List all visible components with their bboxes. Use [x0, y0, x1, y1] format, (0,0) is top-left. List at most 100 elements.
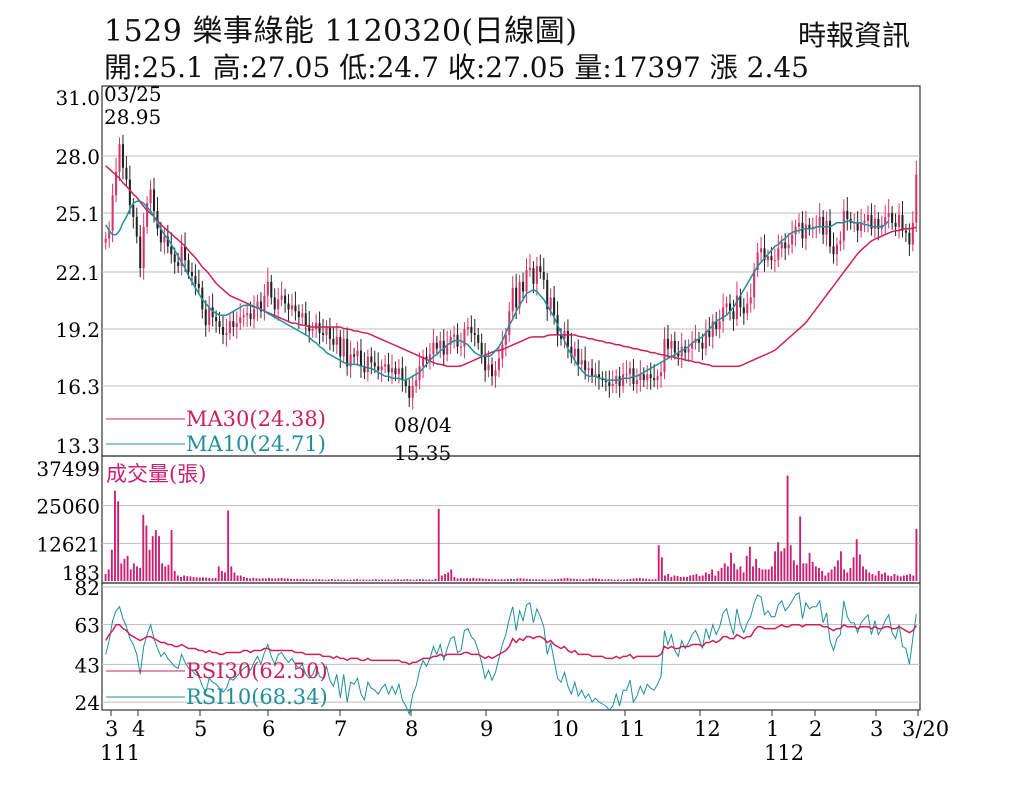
- volume-bar: [208, 577, 211, 581]
- volume-bar: [497, 579, 500, 581]
- ma10-line: [105, 200, 890, 381]
- volume-bar: [123, 558, 126, 581]
- candle-body: [449, 336, 452, 345]
- volume-bar: [774, 551, 776, 581]
- candle-body: [584, 360, 587, 371]
- volume-bars: [104, 475, 918, 581]
- candle-body: [515, 287, 518, 308]
- candle-body: [370, 356, 373, 363]
- candle-body: [446, 344, 449, 355]
- candle-body: [915, 174, 918, 223]
- candle-body: [660, 372, 663, 377]
- volume-bar: [192, 577, 195, 581]
- candle-body: [856, 222, 859, 231]
- candle-body: [428, 354, 431, 361]
- volume-bar: [220, 570, 223, 581]
- candle-body: [366, 356, 369, 373]
- volume-bar: [767, 569, 770, 581]
- price-y-tick-label: 19.2: [55, 318, 100, 342]
- volume-bar: [214, 577, 217, 581]
- candle-body: [863, 220, 866, 223]
- candle-body: [415, 380, 418, 387]
- volume-bar: [145, 525, 148, 581]
- volume-bar: [651, 579, 654, 581]
- high-value-annotation: 28.95: [104, 105, 161, 129]
- volume-bar: [283, 578, 286, 581]
- volume-bar: [541, 579, 544, 581]
- volume-bar: [566, 577, 569, 581]
- volume-bar: [752, 566, 754, 581]
- volume-bar: [796, 564, 798, 581]
- candle-body: [304, 313, 307, 326]
- volume-bar: [393, 579, 396, 581]
- candle-body: [273, 297, 276, 310]
- candle-body: [549, 297, 552, 310]
- volume-bar: [770, 566, 773, 581]
- candle-body: [604, 380, 607, 383]
- volume-bar: [371, 579, 374, 581]
- volume-bar: [180, 577, 182, 581]
- volume-bar: [154, 530, 157, 581]
- candle-body: [152, 189, 156, 212]
- volume-bar: [623, 579, 626, 581]
- volume-bar: [676, 576, 679, 581]
- volume-bar: [516, 578, 519, 581]
- volume-bar: [459, 577, 462, 581]
- low-value-annotation: 15.35: [394, 441, 451, 465]
- volume-bar: [698, 576, 701, 581]
- candle-body: [477, 334, 480, 343]
- volume-bar: [293, 579, 296, 581]
- volume-bar: [701, 575, 704, 581]
- candle-body: [728, 303, 732, 312]
- volume-bar: [151, 536, 154, 581]
- volume-bar: [176, 575, 179, 581]
- volume-bar: [846, 572, 849, 581]
- volume-bar: [431, 579, 434, 581]
- volume-bar: [849, 567, 852, 581]
- volume-bar: [400, 579, 402, 581]
- candle-body: [842, 211, 845, 241]
- volume-bar: [736, 569, 739, 581]
- volume-bar: [475, 578, 478, 581]
- candle-body: [270, 281, 273, 298]
- low-date-annotation: 08/04: [394, 413, 452, 437]
- volume-bar: [909, 573, 912, 581]
- candle-body: [508, 311, 511, 335]
- volume-bar: [261, 578, 264, 581]
- price-gridlines: [102, 155, 920, 387]
- volume-bar: [893, 573, 896, 581]
- volume-bar: [840, 551, 842, 581]
- candle-body: [284, 295, 287, 304]
- candle-body: [459, 346, 463, 348]
- candle-body: [591, 368, 594, 377]
- candle-body: [535, 266, 538, 284]
- volume-bar: [789, 545, 792, 581]
- volume-bar: [626, 579, 629, 581]
- volume-bar: [365, 579, 368, 581]
- candle-body: [149, 189, 152, 204]
- volume-bar: [638, 577, 641, 581]
- volume-bar: [799, 516, 802, 581]
- volume-bar: [868, 572, 871, 581]
- volume-bar: [714, 575, 717, 581]
- candle-body: [139, 236, 142, 269]
- candle-body: [315, 323, 318, 329]
- volume-bar: [406, 579, 409, 581]
- volume-bar: [862, 566, 864, 581]
- candle-body: [115, 171, 118, 196]
- rsi-gridlines: [102, 586, 920, 703]
- volume-bar: [528, 579, 531, 581]
- x-tick-label: 2: [809, 717, 822, 741]
- candle-body: [587, 368, 590, 371]
- rsi-y-tick-label: 43: [75, 653, 100, 677]
- candle-body: [404, 380, 407, 387]
- volume-bar: [582, 579, 585, 581]
- volume-bar: [877, 570, 880, 581]
- candle-body: [677, 352, 680, 357]
- candle-body: [170, 246, 173, 255]
- price-y-tick-label: 31.0: [55, 86, 100, 110]
- candle-body: [715, 321, 718, 329]
- candle-body: [432, 342, 435, 355]
- volume-bar: [205, 577, 208, 581]
